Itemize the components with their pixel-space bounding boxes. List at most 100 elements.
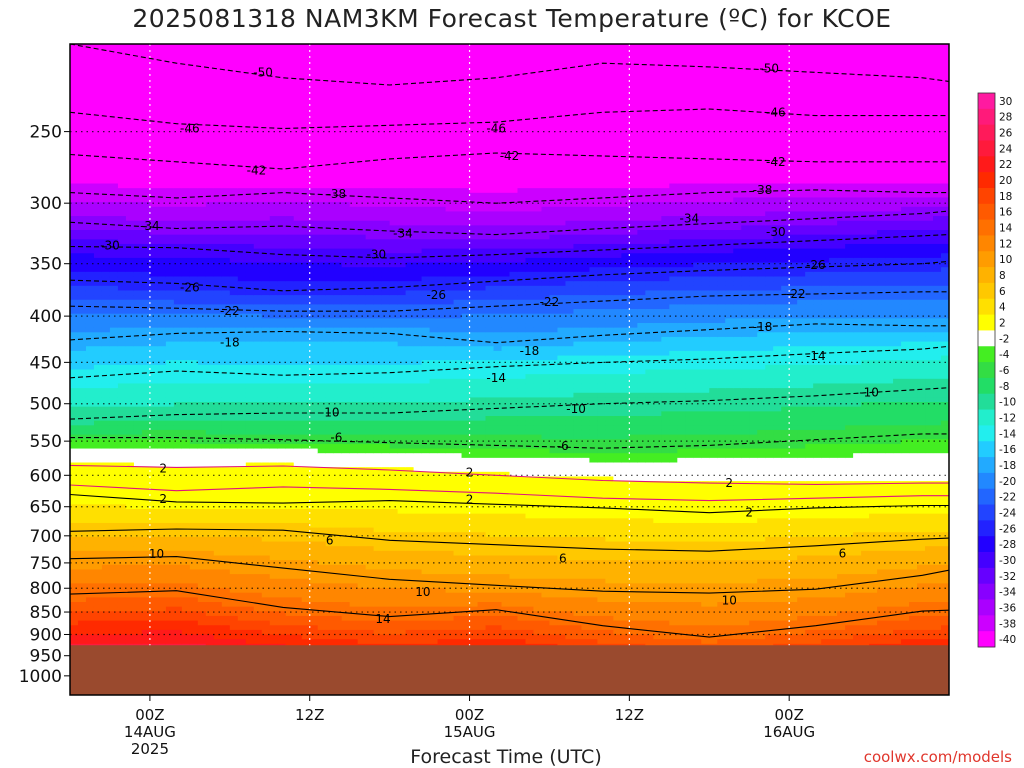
temperature-cell [317,453,327,459]
temperature-cell [173,118,183,124]
temperature-cell [229,113,239,119]
temperature-cell [197,202,207,208]
temperature-cell [85,546,95,552]
temperature-cell [213,578,223,584]
temperature-cell [125,634,135,640]
temperature-cell [317,443,327,450]
temperature-cell [125,90,135,96]
temperature-cell [101,495,111,501]
temperature-cell [261,406,271,412]
temperature-cell [85,230,95,236]
temperature-cell [293,262,303,268]
temperature-cell [181,99,191,106]
temperature-cell [341,53,351,59]
temperature-cell [173,262,183,268]
temperature-cell [221,425,231,431]
temperature-cell [133,313,143,319]
temperature-cell [125,160,135,166]
temperature-cell [245,425,255,431]
temperature-cell [277,588,287,594]
temperature-cell [117,397,127,403]
temperature-cell [173,453,183,459]
temperature-cell [141,560,151,566]
temperature-cell [253,546,263,552]
temperature-cell [205,532,215,538]
temperature-cell [333,67,343,73]
temperature-cell [157,416,167,422]
temperature-cell [109,150,119,157]
temperature-cell [269,392,279,398]
temperature-cell [325,67,335,73]
temperature-cell [253,318,263,324]
temperature-cell [85,295,95,301]
temperature-cell [309,285,319,292]
temperature-cell [101,490,111,496]
temperature-cell [309,76,319,82]
temperature-cell [277,253,287,259]
temperature-cell [293,374,303,380]
temperature-cell [277,578,287,584]
temperature-cell [309,490,319,496]
temperature-cell [229,392,239,398]
temperature-cell [205,443,215,450]
temperature-cell [77,137,87,143]
temperature-cell [109,99,119,106]
temperature-cell [173,183,183,189]
temperature-cell [277,150,287,157]
temperature-cell [221,290,231,296]
temperature-cell [117,141,127,147]
temperature-cell [141,453,151,459]
temperature-cell [301,281,311,287]
temperature-cell [205,155,215,161]
temperature-cell [77,499,87,505]
temperature-cell [325,439,335,445]
temperature-cell [205,57,215,64]
temperature-cell [277,397,287,403]
temperature-cell [173,471,183,478]
temperature-cell [101,309,111,315]
temperature-cell [325,62,335,68]
temperature-cell [133,281,143,287]
temperature-cell [189,327,199,333]
temperature-cell [125,550,135,557]
temperature-cell [253,620,263,626]
temperature-cell [125,206,135,212]
temperature-cell [293,109,303,115]
temperature-cell [101,99,111,106]
temperature-cell [309,155,319,161]
temperature-cell [125,169,135,175]
temperature-cell [133,490,143,496]
temperature-cell [141,67,151,73]
temperature-cell [197,44,207,50]
temperature-cell [173,290,183,296]
temperature-cell [101,332,111,338]
temperature-cell [317,360,327,366]
temperature-cell [325,471,335,478]
temperature-cell [237,536,247,543]
temperature-cell [325,137,335,143]
temperature-cell [213,160,223,166]
temperature-cell [349,234,359,240]
temperature-cell [101,615,111,622]
temperature-cell [70,411,79,417]
temperature-cell [77,257,87,264]
temperature-cell [85,499,95,505]
temperature-cell [293,560,303,566]
temperature-cell [309,578,319,584]
temperature-cell [309,197,319,203]
temperature-cell [325,457,335,464]
temperature-cell [253,448,263,454]
temperature-cell [93,109,103,115]
temperature-cell [173,546,183,552]
temperature-cell [309,104,319,110]
temperature-cell [333,299,343,305]
temperature-cell [269,304,279,310]
temperature-cell [93,295,103,301]
temperature-cell [117,416,127,422]
temperature-cell [133,285,143,292]
temperature-cell [349,146,359,152]
temperature-cell [173,443,183,450]
temperature-cell [277,392,287,398]
temperature-cell [101,62,111,68]
temperature-cell [245,383,255,389]
